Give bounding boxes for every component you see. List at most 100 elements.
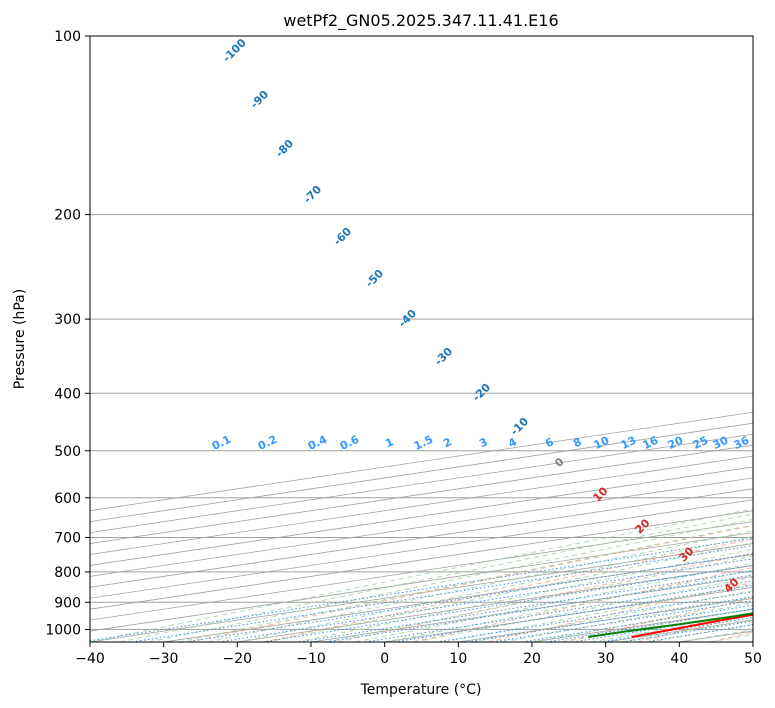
mixing-ratio-label: 0.2 bbox=[256, 433, 279, 453]
moist-adiabat-line bbox=[325, 555, 753, 642]
isotherm-line bbox=[90, 488, 753, 588]
dry-adiabat-label: -60 bbox=[331, 225, 354, 248]
x-tick-label: −30 bbox=[149, 651, 179, 667]
mixing-ratio-label: 10 bbox=[592, 434, 612, 452]
x-tick-label: 0 bbox=[380, 651, 389, 667]
dry-adiabat-label: -70 bbox=[301, 183, 324, 206]
x-tick-label: 10 bbox=[449, 651, 467, 667]
dry-adiabat-label: -30 bbox=[432, 345, 455, 368]
moist-adiabat-line bbox=[119, 513, 753, 642]
dry-adiabat-label: -40 bbox=[396, 307, 419, 330]
x-axis-label: Temperature (°C) bbox=[360, 682, 482, 698]
dry-adiabat-label: 20 bbox=[633, 516, 653, 536]
x-tick-label: 20 bbox=[523, 651, 541, 667]
isotherm-line bbox=[90, 499, 753, 599]
dry-adiabat-line bbox=[636, 614, 753, 642]
y-tick-label: 400 bbox=[54, 386, 81, 402]
isotherm-line bbox=[90, 422, 753, 523]
x-tick-label: −40 bbox=[75, 651, 105, 667]
mixing-ratio-line bbox=[262, 564, 753, 642]
auxiliary-lines bbox=[90, 508, 753, 642]
y-tick-label: 700 bbox=[54, 531, 81, 547]
isotherm-line bbox=[90, 477, 753, 577]
mixing-ratio-label: 20 bbox=[666, 434, 686, 452]
moist-adiabat-line bbox=[178, 524, 753, 642]
y-tick-label: 200 bbox=[54, 208, 81, 224]
isotherm-line bbox=[237, 565, 753, 642]
x-tick-label: −20 bbox=[223, 651, 253, 667]
mixing-ratio-line bbox=[599, 616, 753, 642]
y-tick-label: 600 bbox=[54, 491, 81, 507]
mixing-ratio-line bbox=[185, 553, 753, 642]
isotherm-line bbox=[752, 641, 753, 642]
plot-frame bbox=[89, 35, 754, 643]
mixing-ratio-label: 0.6 bbox=[338, 433, 361, 453]
dry-adiabat-label: -20 bbox=[470, 381, 493, 404]
y-axis-label: Pressure (hPa) bbox=[12, 289, 28, 389]
moist-adiabat-line bbox=[620, 618, 753, 642]
y-tick-label: 300 bbox=[54, 312, 81, 328]
mixing-ratio-label: 6 bbox=[543, 435, 556, 450]
dry-adiabat-line bbox=[487, 582, 753, 642]
line-labels: -100-90-80-70-60-50-40-30-20-10010203040… bbox=[210, 36, 752, 596]
isotherm-line bbox=[90, 433, 753, 533]
mixing-ratio-label: 25 bbox=[691, 434, 710, 452]
isotherm-line bbox=[90, 532, 753, 632]
mixing-ratio-label: 1.5 bbox=[412, 433, 435, 453]
y-tick-label: 800 bbox=[54, 565, 81, 581]
dry-adiabat-label: -90 bbox=[248, 88, 271, 111]
x-tick-label: 30 bbox=[597, 651, 615, 667]
mixing-ratio-label: 0.1 bbox=[210, 433, 233, 453]
mixing-ratio-line bbox=[131, 545, 753, 642]
moist-adiabat-line bbox=[237, 535, 753, 642]
moist-adiabat-line bbox=[472, 590, 753, 642]
moist-adiabat-line bbox=[414, 576, 753, 642]
mixing-ratio-label: 3 bbox=[477, 435, 489, 450]
data-traces bbox=[588, 612, 753, 639]
dry-adiabat-label: -50 bbox=[363, 267, 386, 290]
y-tick-label: 1000 bbox=[45, 622, 81, 638]
mixing-ratio-line bbox=[546, 608, 753, 642]
x-tick-label: 50 bbox=[744, 651, 762, 667]
moist-adiabat-line bbox=[148, 518, 753, 642]
moist-adiabat-line bbox=[207, 530, 753, 642]
mixing-ratio-label: 13 bbox=[619, 434, 638, 452]
mixing-ratio-line bbox=[90, 537, 753, 642]
grid-layer bbox=[90, 36, 753, 642]
mixing-ratio-label: 36 bbox=[732, 434, 752, 452]
mixing-ratio-label: 30 bbox=[711, 434, 731, 452]
mixing-ratio-label: 16 bbox=[641, 434, 661, 452]
isotherm-line bbox=[310, 575, 753, 642]
mixing-ratio-line bbox=[365, 580, 753, 642]
chart-title: wetPf2_GN05.2025.347.11.41.E16 bbox=[283, 11, 558, 31]
moist-adiabat-line bbox=[266, 542, 753, 642]
moist-adiabat-line bbox=[443, 583, 753, 642]
isotherm-line bbox=[458, 597, 753, 642]
y-tick-label: 100 bbox=[54, 29, 81, 45]
dry-adiabat-label: -80 bbox=[273, 137, 296, 160]
x-tick-label: 40 bbox=[670, 651, 688, 667]
isotherm-line bbox=[90, 510, 753, 610]
isotherm-line bbox=[90, 411, 753, 512]
mixing-ratio-line bbox=[325, 574, 753, 642]
dry-adiabat-label: -10 bbox=[508, 415, 531, 438]
moist-adiabat-line bbox=[502, 596, 753, 642]
isotherm-line bbox=[384, 586, 753, 642]
isotherm-line bbox=[90, 521, 753, 621]
mixing-ratio-label: 1 bbox=[383, 435, 395, 450]
x-tick-label: −10 bbox=[296, 651, 326, 667]
mixing-ratio-line bbox=[299, 570, 753, 642]
mixing-ratio-label: 0.4 bbox=[306, 433, 329, 453]
temperature-trace bbox=[631, 613, 753, 639]
y-tick-label: 500 bbox=[54, 444, 81, 460]
x-axis: −40 −30 −20 −10 0 10 20 30 40 50 bbox=[75, 642, 762, 667]
dry-adiabat-line bbox=[263, 538, 753, 642]
isotherm-line bbox=[90, 455, 753, 555]
mixing-ratio-line bbox=[218, 558, 753, 642]
moist-adiabat-line bbox=[90, 508, 753, 642]
mixing-ratio-label: 2 bbox=[441, 435, 453, 450]
moist-adiabat-line bbox=[384, 569, 753, 642]
isotherm-line bbox=[90, 444, 753, 544]
